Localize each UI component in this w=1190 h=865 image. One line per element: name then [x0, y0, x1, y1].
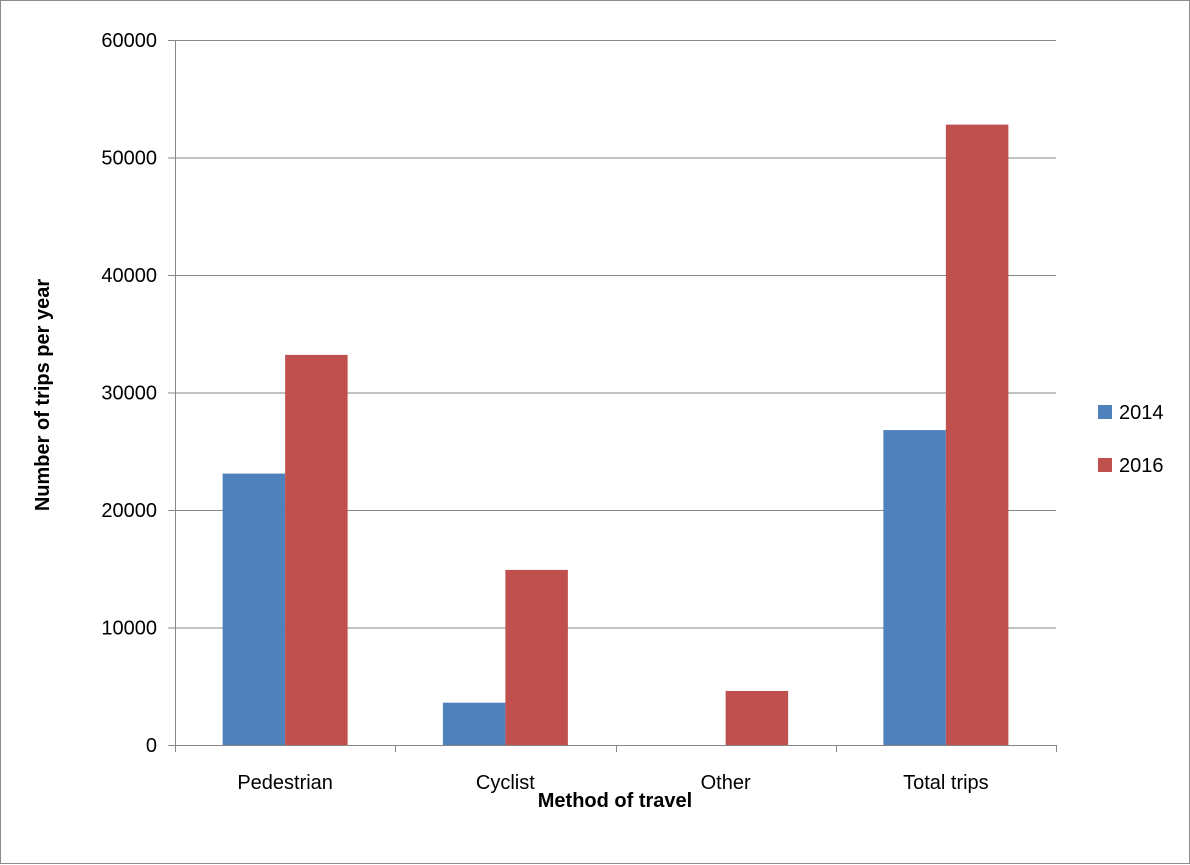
x-tick-label: Cyclist	[476, 772, 535, 794]
x-tick-label: Pedestrian	[237, 772, 333, 794]
y-axis-title: Number of trips per year	[32, 279, 54, 512]
legend-swatch-2016	[1098, 458, 1112, 472]
y-tick-label: 20000	[101, 500, 157, 522]
tick-labels: 0 10000 20000 30000 40000 50000 60000 Pedestria…	[101, 30, 988, 794]
bar-2016-other	[725, 690, 789, 745]
x-axis-title: Method of travel	[538, 790, 692, 812]
y-tick-label: 0	[146, 735, 157, 757]
bar-2014-pedestrian	[222, 473, 286, 745]
bars	[222, 124, 1009, 746]
bar-2016-pedestrian	[285, 354, 348, 745]
legend-label: 2014	[1119, 402, 1164, 424]
y-tick-label: 40000	[101, 265, 157, 287]
y-tick-label: 50000	[101, 148, 157, 170]
bar-2014-cyclist	[442, 702, 506, 745]
legend-label: 2016	[1119, 455, 1164, 477]
y-tick-label: 30000	[101, 383, 157, 405]
x-tick-label: Total trips	[903, 772, 989, 794]
legend: 2014 2016	[1098, 402, 1164, 477]
y-tick-label: 60000	[101, 30, 157, 52]
axes	[168, 40, 1057, 752]
y-tick-label: 10000	[101, 618, 157, 640]
legend-swatch-2014	[1098, 405, 1112, 419]
bar-2016-total-trips	[945, 124, 1009, 746]
bar-2016-cyclist	[505, 569, 568, 745]
bar-2014-total-trips	[883, 430, 946, 745]
x-tick-label: Other	[701, 772, 751, 794]
